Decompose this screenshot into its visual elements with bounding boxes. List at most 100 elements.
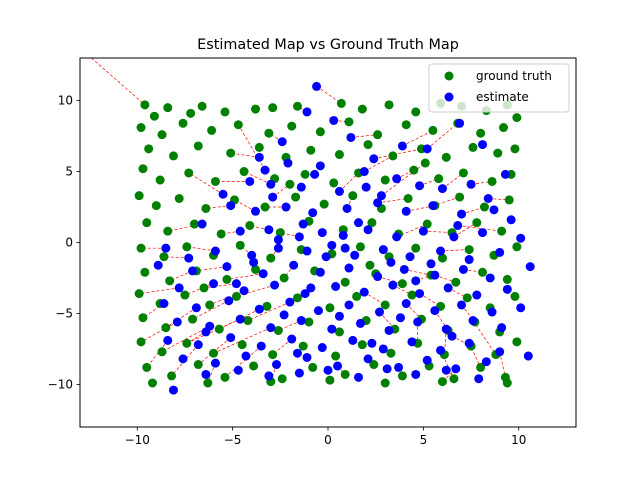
correspondence-line: [402, 130, 434, 147]
estimate-point: [302, 352, 312, 362]
estimate-point: [218, 189, 228, 199]
estimate-point: [226, 333, 236, 343]
correspondence-line: [234, 199, 256, 212]
legend-label-estimate: estimate: [476, 90, 529, 104]
ground-truth-point: [149, 111, 159, 121]
ground-truth-point: [205, 300, 215, 310]
ground-truth-point: [157, 347, 167, 357]
ground-truth-point: [304, 317, 314, 327]
estimate-point: [388, 280, 398, 290]
estimate-point: [344, 263, 354, 273]
correspondence-line: [457, 225, 502, 232]
ground-truth-point: [277, 374, 287, 384]
chart-title: Estimated Map vs Ground Truth Map: [197, 37, 459, 53]
estimate-point: [418, 226, 428, 236]
ground-truth-point: [144, 144, 154, 154]
estimate-point: [331, 281, 341, 291]
ground-truth-point: [499, 123, 509, 133]
estimate-point: [266, 323, 276, 333]
ground-truth-point: [268, 103, 278, 113]
ground-truth-point: [260, 202, 270, 212]
correspondence-line: [146, 340, 169, 368]
estimate-point: [224, 296, 234, 306]
estimate-point: [359, 167, 369, 177]
ground-truth-point: [136, 337, 146, 347]
ground-truth-point: [189, 219, 199, 229]
ground-truth-point: [476, 128, 486, 138]
ground-truth-point: [403, 194, 413, 204]
ground-truth-point: [298, 341, 308, 351]
estimate-point: [361, 182, 371, 192]
ground-truth-point: [401, 120, 411, 130]
correspondence-line: [188, 172, 224, 195]
estimate-point: [497, 323, 507, 333]
estimate-point: [178, 354, 188, 364]
estimate-point: [495, 347, 505, 357]
correspondence-line: [226, 273, 264, 280]
ground-truth-point: [510, 291, 520, 301]
ground-truth-point: [306, 145, 316, 155]
estimate-point: [516, 233, 526, 243]
estimate-point: [422, 144, 432, 154]
ground-truth-point: [182, 338, 192, 348]
correspondence-line: [192, 300, 229, 320]
y-axis-ticks: −10 −5 0 5 10: [48, 94, 80, 391]
ground-truth-point: [216, 229, 226, 239]
estimate-point: [354, 372, 364, 382]
ground-truth-point: [355, 242, 365, 252]
correspondence-line: [461, 304, 476, 323]
estimate-point: [298, 219, 308, 229]
ground-truth-point: [163, 226, 173, 236]
estimate-point: [375, 307, 385, 317]
estimate-point: [395, 313, 405, 323]
estimate-point: [285, 297, 295, 307]
ground-truth-point: [487, 176, 497, 186]
correspondence-line: [184, 283, 214, 296]
y-tick-label: −10: [48, 377, 73, 391]
estimate-point: [355, 318, 365, 328]
ground-truth-point: [340, 277, 350, 287]
estimate-point: [453, 220, 463, 230]
correspondence-line: [139, 287, 180, 294]
ground-truth-point: [142, 218, 152, 228]
ground-truth-point: [214, 324, 224, 334]
ground-truth-point: [147, 378, 157, 388]
estimate-point: [436, 345, 446, 355]
correspondence-line: [165, 307, 197, 328]
ground-truth-point: [325, 375, 335, 385]
estimate-point: [367, 338, 377, 348]
ground-truth-point: [184, 168, 194, 178]
estimate-point: [502, 284, 512, 294]
ground-truth-point: [167, 371, 177, 381]
ground-truth-point: [140, 100, 150, 110]
correspondence-line: [472, 320, 497, 355]
ground-truth-point: [369, 360, 379, 370]
ground-truth-point: [151, 201, 161, 211]
estimate-point: [449, 232, 459, 242]
estimate-point: [363, 225, 373, 235]
ground-truth-point: [468, 142, 478, 152]
estimate-point: [487, 307, 497, 317]
estimate-point: [481, 357, 491, 367]
estimate-point: [306, 283, 316, 293]
estimate-point: [300, 289, 310, 299]
ground-truth-point: [210, 176, 220, 186]
estimate-point: [231, 279, 241, 289]
estimate-point: [273, 243, 283, 253]
correspondence-line: [373, 148, 422, 160]
estimate-point: [413, 317, 423, 327]
ground-truth-point: [209, 348, 219, 358]
estimate-point: [264, 225, 274, 235]
ground-truth-point: [373, 130, 383, 140]
estimate-point: [346, 132, 356, 142]
estimate-point: [294, 368, 304, 378]
ground-truth-point: [136, 123, 146, 133]
correspondence-line: [404, 269, 432, 276]
estimate-point: [159, 299, 169, 309]
ground-truth-point: [285, 179, 295, 189]
ground-truth-point: [384, 100, 394, 110]
estimate-point: [523, 351, 533, 361]
ground-truth-point: [287, 121, 297, 131]
ground-truth-point: [411, 243, 421, 253]
estimate-point: [466, 179, 476, 189]
